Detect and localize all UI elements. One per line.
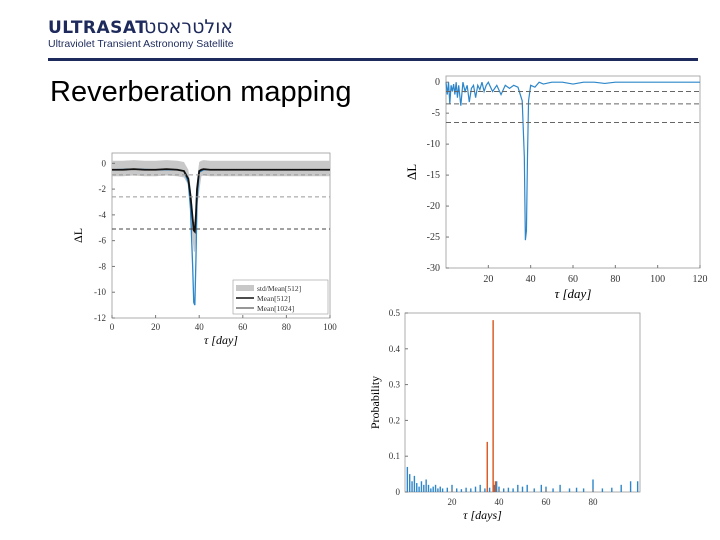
logo-wordmark: ULTRASAT: [48, 18, 148, 38]
plot1-xtick-label: 100: [323, 322, 337, 332]
plot1-xtick-label: 80: [282, 322, 292, 332]
plot2-ytick-label: -15: [427, 170, 440, 181]
plot2-ytick-label: -5: [432, 108, 440, 119]
plot3-xtick-label: 20: [448, 497, 458, 507]
plot1-xtick-label: 20: [151, 322, 161, 332]
plot3-xtick-label: 60: [542, 497, 552, 507]
plot1-legend-label: Mean[1024]: [257, 304, 294, 313]
plot3-ylabel: Probability: [368, 376, 382, 429]
logo-subtitle: Ultraviolet Transient Astronomy Satellit…: [48, 38, 234, 50]
plot2-xtick-label: 40: [526, 274, 536, 285]
plot1-xtick-label: 60: [238, 322, 248, 332]
plot1-series-mean512: [112, 168, 330, 234]
plot2-ytick-label: -10: [427, 139, 440, 150]
plot1-ytick-label: -8: [99, 261, 107, 271]
plot3-xlabel: τ [days]: [463, 508, 502, 522]
plot2-xtick-label: 20: [483, 274, 493, 285]
plot1-ytick-label: -6: [99, 236, 107, 246]
plot3-frame: [404, 312, 641, 493]
plot2-ylabel: ΔL: [404, 164, 419, 180]
plot3-xtick-label: 80: [589, 497, 599, 507]
plot1-xtick-label: 0: [110, 322, 115, 332]
plot1-legend-label: Mean[512]: [257, 294, 290, 303]
plot2-xtick-label: 100: [650, 274, 665, 285]
slide-title: Reverberation mapping: [50, 76, 352, 108]
plot2-ytick-label: 0: [435, 77, 440, 88]
plot1-ytick-label: -2: [99, 184, 107, 194]
plot2-ytick-label: -30: [427, 263, 440, 274]
plot2-xtick-label: 80: [610, 274, 620, 285]
plot2-ytick-label: -20: [427, 201, 440, 212]
plot1-xlabel: τ [day]: [204, 333, 238, 347]
plot1-ytick-label: -12: [94, 313, 106, 323]
plot1-ytick-label: -4: [99, 210, 107, 220]
plot3-xtick-label: 40: [495, 497, 505, 507]
plot2-xtick-label: 60: [568, 274, 578, 285]
logo-hebrew: אולטראסט: [144, 16, 234, 38]
plot1-ytick-label: -10: [94, 287, 106, 297]
plot2-xtick-label: 120: [693, 274, 708, 285]
plot3-ytick-label: 0: [396, 487, 401, 497]
plot1-xtick-label: 40: [195, 322, 205, 332]
plot3-ytick-label: 0.2: [389, 415, 400, 425]
plot1-legend-label: std/Mean[512]: [257, 284, 301, 293]
plot2-xlabel: τ [day]: [555, 286, 592, 301]
plot3-ytick-label: 0.5: [389, 308, 401, 318]
plot2-series-line: [445, 80, 700, 241]
plot3-ytick-label: 0.4: [389, 344, 401, 354]
plot1-ytick-label: 0: [102, 158, 107, 168]
plot3-ytick-label: 0.3: [389, 380, 401, 390]
plot2-ytick-label: -25: [427, 232, 440, 243]
header-rule: [48, 58, 698, 61]
plot1-legend-swatch: [236, 285, 254, 291]
plot3-ytick-label: 0.1: [389, 451, 400, 461]
plot1-ylabel: ΔL: [71, 228, 85, 243]
plot2-frame: [445, 75, 701, 269]
